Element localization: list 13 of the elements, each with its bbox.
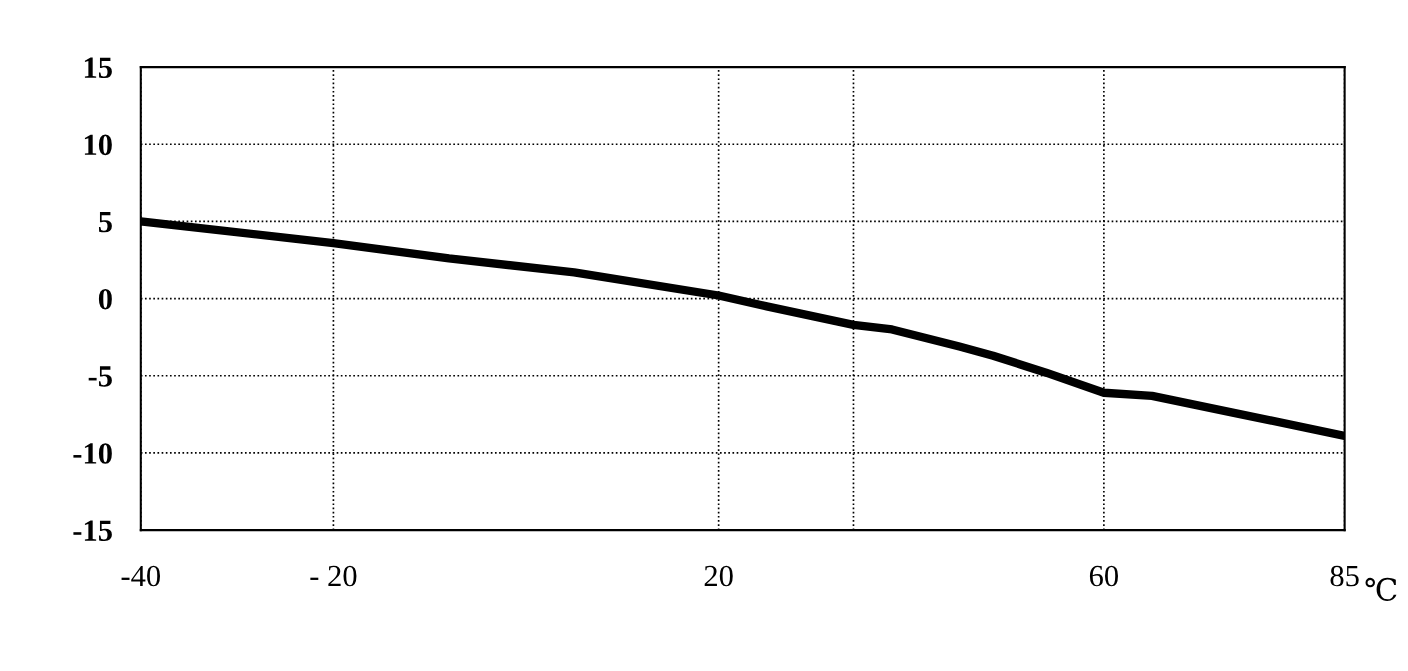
- x-tick-label: 60: [1089, 565, 1118, 587]
- y-tick-label: 5: [98, 212, 112, 233]
- x-tick-label: -40: [121, 565, 160, 587]
- x-axis-title: ℃: [1365, 577, 1397, 601]
- y-tick-label: -15: [73, 520, 112, 541]
- y-tick-label: -5: [88, 366, 112, 387]
- x-tick-label: 20: [704, 565, 733, 587]
- y-tick-label: -10: [73, 443, 112, 464]
- x-tick-label: 85: [1330, 565, 1359, 587]
- y-tick-label: 10: [84, 134, 112, 156]
- x-tick-label: - 20: [310, 565, 357, 587]
- y-tick-label: 15: [84, 57, 112, 78]
- y-tick-label: 0: [98, 288, 112, 310]
